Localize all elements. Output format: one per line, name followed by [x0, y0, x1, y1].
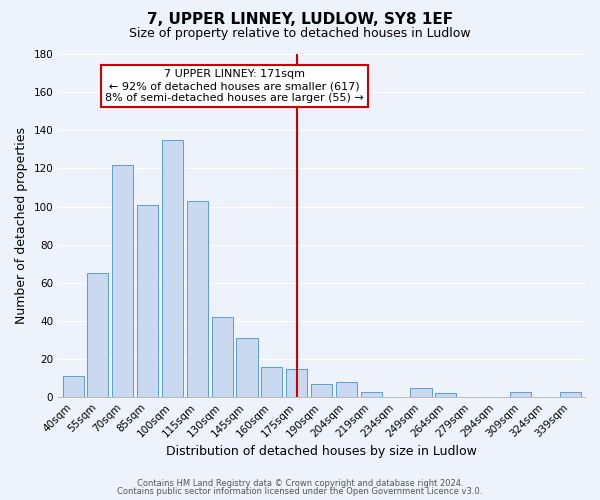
Text: Contains public sector information licensed under the Open Government Licence v3: Contains public sector information licen… — [118, 487, 482, 496]
Bar — [410, 388, 431, 397]
Text: Size of property relative to detached houses in Ludlow: Size of property relative to detached ho… — [129, 28, 471, 40]
Bar — [336, 382, 357, 397]
Bar — [262, 366, 283, 397]
Text: 7 UPPER LINNEY: 171sqm
← 92% of detached houses are smaller (617)
8% of semi-det: 7 UPPER LINNEY: 171sqm ← 92% of detached… — [105, 70, 364, 102]
Bar — [435, 394, 457, 397]
Bar — [560, 392, 581, 397]
Bar — [236, 338, 257, 397]
Bar — [212, 317, 233, 397]
Bar — [162, 140, 183, 397]
Text: 7, UPPER LINNEY, LUDLOW, SY8 1EF: 7, UPPER LINNEY, LUDLOW, SY8 1EF — [147, 12, 453, 28]
Bar — [88, 274, 109, 397]
Bar — [137, 204, 158, 397]
Bar — [286, 368, 307, 397]
Bar — [62, 376, 83, 397]
Bar — [112, 164, 133, 397]
Bar — [187, 201, 208, 397]
Y-axis label: Number of detached properties: Number of detached properties — [15, 127, 28, 324]
Bar — [510, 392, 531, 397]
Bar — [311, 384, 332, 397]
Text: Contains HM Land Registry data © Crown copyright and database right 2024.: Contains HM Land Registry data © Crown c… — [137, 478, 463, 488]
X-axis label: Distribution of detached houses by size in Ludlow: Distribution of detached houses by size … — [166, 444, 477, 458]
Bar — [361, 392, 382, 397]
